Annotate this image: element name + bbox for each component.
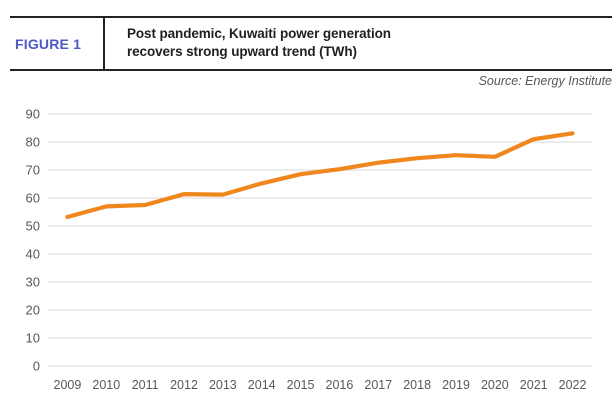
x-tick-label: 2014 [248,378,276,392]
x-tick-label: 2010 [92,378,120,392]
x-tick-label: 2011 [132,378,159,392]
y-tick-label: 70 [26,163,40,178]
x-tick-label: 2017 [364,378,392,392]
x-tick-label: 2015 [287,378,315,392]
figure-label-cell: FIGURE 1 [10,18,105,69]
figure-label: FIGURE 1 [15,35,82,52]
x-tick-label: 2022 [559,378,587,392]
x-tick-label: 2012 [170,378,198,392]
y-tick-label: 80 [26,135,40,150]
y-tick-label: 0 [33,359,40,374]
x-tick-label: 2020 [481,378,509,392]
y-tick-label: 50 [26,219,40,234]
figure-title: Post pandemic, Kuwaiti power generation … [127,26,391,59]
x-tick-label: 2018 [403,378,431,392]
series-line [65,131,575,220]
x-tick-label: 2019 [442,378,470,392]
y-tick-label: 10 [26,331,40,346]
x-tick-label: 2009 [54,378,82,392]
y-tick-label: 20 [26,303,40,318]
x-tick-label: 2013 [209,378,237,392]
x-tick-label: 2021 [520,378,548,392]
y-gridlines [48,113,592,367]
y-tick-label: 40 [26,247,40,262]
figure-header: FIGURE 1 Post pandemic, Kuwaiti power ge… [10,16,612,71]
y-tick-label: 30 [26,275,40,290]
x-tick-labels: 2009 2010 2011 2012 2013 2014 2015 2016 2017 2018… [54,378,587,392]
y-tick-label: 90 [26,107,40,122]
source-credit: Source: Energy Institute [478,74,612,88]
y-tick-label: 60 [26,191,40,206]
x-tick-label: 2016 [326,378,354,392]
y-tick-labels: 0 10 20 30 40 50 60 70 80 90 [26,107,40,374]
